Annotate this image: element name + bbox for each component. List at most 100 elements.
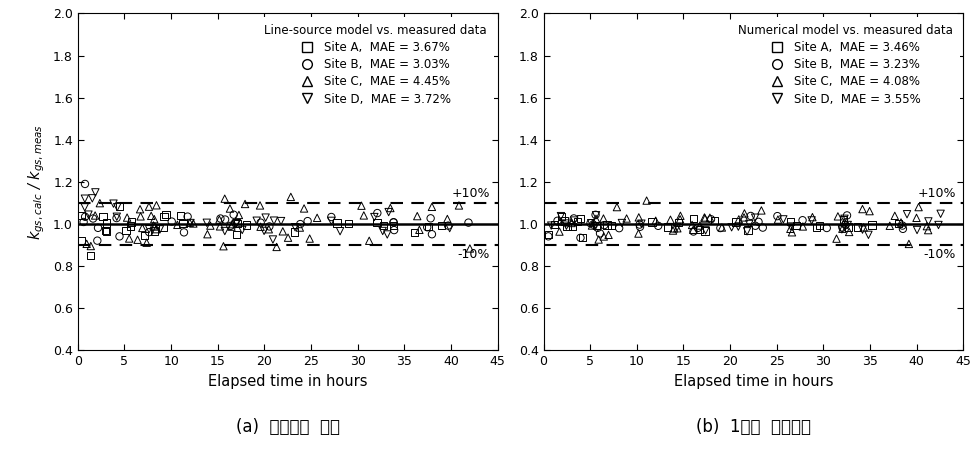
- Point: [737, 210, 752, 217]
- Point: [147, 228, 162, 235]
- Point: [550, 217, 565, 224]
- Point: [584, 220, 599, 227]
- Point: [690, 224, 705, 231]
- Point: [134, 224, 150, 232]
- Point: [837, 219, 852, 226]
- Point: [911, 203, 926, 211]
- Point: [648, 217, 664, 224]
- Point: [361, 237, 377, 244]
- Point: [283, 194, 299, 201]
- Point: [901, 240, 917, 247]
- Point: [660, 223, 675, 230]
- Point: [714, 224, 730, 231]
- Point: [182, 219, 198, 226]
- Point: [600, 231, 616, 238]
- Point: [76, 218, 91, 225]
- Point: [862, 207, 878, 215]
- Point: [232, 211, 247, 219]
- Point: [755, 224, 771, 231]
- Point: [230, 220, 245, 227]
- Point: [225, 220, 240, 228]
- Point: [639, 197, 655, 204]
- Point: [297, 205, 312, 212]
- Point: [74, 212, 90, 219]
- Point: [588, 211, 603, 218]
- Point: [559, 223, 575, 230]
- Point: [441, 222, 456, 229]
- Point: [152, 226, 167, 233]
- Point: [202, 222, 218, 229]
- Point: [819, 224, 835, 232]
- Point: [249, 217, 265, 224]
- Point: [728, 219, 743, 226]
- Point: [217, 228, 233, 235]
- Point: [841, 223, 856, 230]
- Point: [703, 214, 718, 221]
- Point: [595, 215, 611, 222]
- Point: [740, 227, 756, 234]
- Point: [407, 229, 422, 236]
- Point: [92, 199, 108, 207]
- Point: [731, 223, 746, 230]
- Point: [169, 221, 185, 229]
- Point: [631, 221, 647, 228]
- Point: [671, 219, 687, 226]
- Point: [697, 227, 712, 234]
- Point: [809, 224, 824, 231]
- Point: [385, 219, 401, 226]
- Point: [149, 225, 164, 233]
- Point: [212, 223, 228, 230]
- Point: [74, 237, 90, 244]
- Point: [751, 218, 767, 225]
- Point: [253, 223, 269, 230]
- Point: [589, 211, 604, 219]
- Point: [112, 233, 127, 240]
- Point: [667, 225, 682, 232]
- Point: [854, 206, 870, 213]
- Point: [451, 202, 467, 209]
- Point: [856, 224, 872, 231]
- Point: [86, 215, 101, 222]
- Point: [386, 219, 402, 226]
- Text: -10%: -10%: [457, 248, 490, 261]
- Point: [894, 222, 910, 229]
- Point: [324, 217, 340, 224]
- Point: [596, 233, 612, 240]
- Point: [611, 224, 627, 232]
- Point: [909, 214, 924, 221]
- Point: [156, 224, 171, 231]
- Point: [805, 214, 820, 221]
- Point: [910, 226, 925, 233]
- Point: [83, 242, 98, 250]
- Point: [211, 216, 227, 223]
- Point: [893, 219, 909, 226]
- Point: [252, 202, 268, 209]
- Point: [795, 223, 811, 230]
- Point: [770, 212, 785, 220]
- Point: [217, 216, 233, 223]
- Point: [90, 224, 106, 231]
- Text: (b)  1차원  수치모델: (b) 1차원 수치모델: [696, 418, 811, 436]
- Point: [566, 215, 582, 222]
- Point: [553, 212, 568, 220]
- Point: [589, 222, 604, 229]
- Point: [589, 215, 604, 222]
- Point: [557, 217, 572, 224]
- Point: [146, 222, 162, 229]
- Point: [672, 216, 688, 223]
- Point: [420, 223, 436, 230]
- Point: [840, 221, 855, 229]
- Point: [267, 217, 282, 224]
- Point: [591, 236, 606, 243]
- Point: [462, 245, 478, 252]
- Point: [370, 219, 385, 226]
- Point: [724, 224, 739, 231]
- Point: [583, 220, 598, 227]
- Point: [275, 228, 291, 235]
- Point: [99, 228, 115, 235]
- Point: [410, 212, 425, 220]
- Point: [238, 221, 254, 229]
- Point: [77, 180, 92, 188]
- Point: [224, 223, 239, 230]
- Point: [258, 214, 273, 221]
